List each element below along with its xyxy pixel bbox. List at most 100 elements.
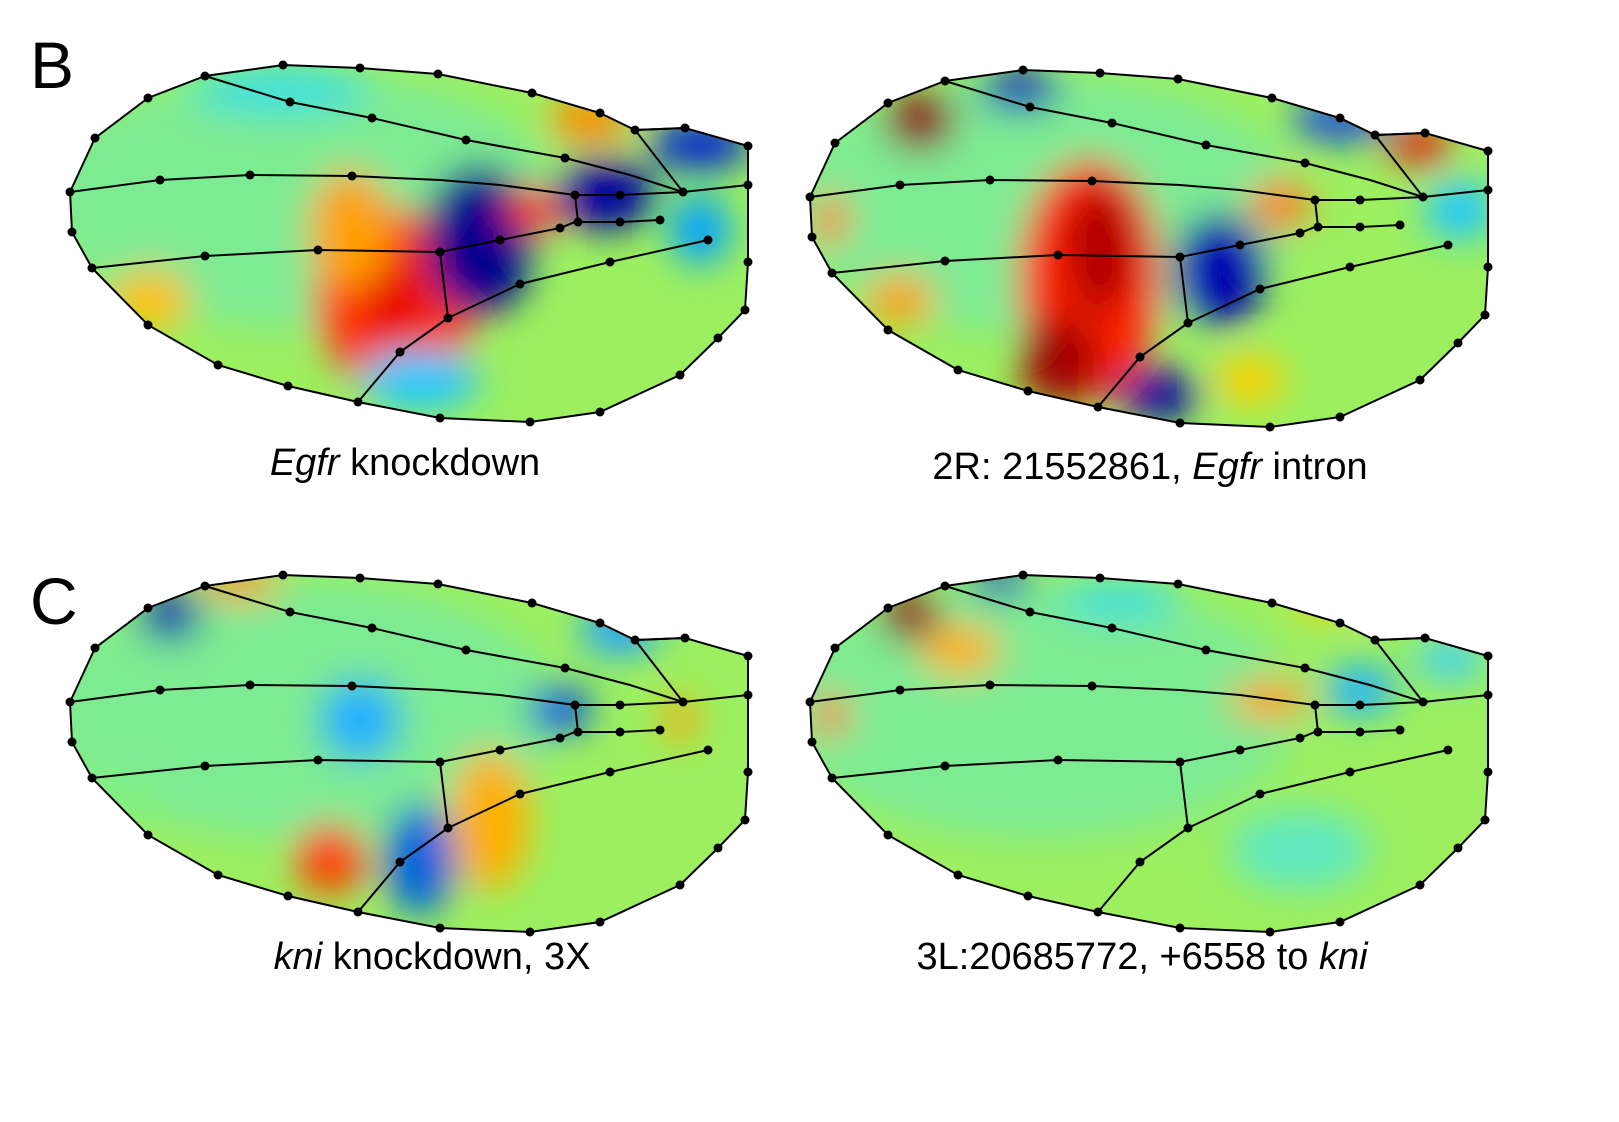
landmark-dot — [87, 773, 97, 783]
landmark-dot — [1335, 917, 1345, 927]
landmark-dot — [605, 767, 615, 777]
landmark-dot — [1053, 250, 1063, 260]
wing-vein — [1187, 749, 1449, 829]
landmark-dot — [433, 69, 443, 79]
landmark-dot — [985, 680, 995, 690]
landmark-dot — [200, 251, 210, 261]
heat-wash — [810, 580, 1300, 840]
landmark-dot — [87, 263, 97, 273]
landmark-dot — [278, 570, 288, 580]
landmark-dot — [1175, 252, 1185, 262]
landmark-dot — [155, 685, 165, 695]
landmark-dot — [200, 761, 210, 771]
landmark-dot — [570, 190, 580, 200]
landmark-dot — [495, 745, 505, 755]
caption-text: 3L:20685772, +6558 to — [916, 936, 1319, 978]
landmark-dot — [527, 88, 537, 98]
landmark-dot — [895, 685, 905, 695]
panel-letter-b: B — [30, 28, 75, 102]
heat-blob — [665, 695, 695, 745]
heat-blob — [360, 350, 480, 410]
landmark-dot — [313, 245, 323, 255]
heat-blob — [865, 275, 935, 325]
heat-blob — [1250, 180, 1310, 230]
landmark-dot — [940, 761, 950, 771]
landmark-dot — [827, 268, 837, 278]
landmark-dot — [1175, 757, 1185, 767]
landmark-dot — [740, 815, 750, 825]
heat-blob — [1230, 810, 1370, 890]
landmark-dot — [703, 235, 713, 245]
landmark-dot — [347, 681, 357, 691]
landmark-dot — [143, 830, 153, 840]
landmark-dot — [213, 360, 223, 370]
landmark-dot — [1095, 68, 1105, 78]
wing-vein — [447, 749, 709, 829]
landmark-dot — [595, 618, 605, 628]
landmark-dot — [1313, 222, 1323, 232]
landmark-dot — [743, 257, 753, 267]
landmark-dot — [443, 823, 453, 833]
wing-kni-locus — [805, 570, 1493, 937]
landmark-dot — [313, 755, 323, 765]
landmark-dot — [805, 192, 815, 202]
landmark-dot — [953, 365, 963, 375]
wing-vein — [69, 683, 684, 706]
landmark-dot — [1335, 412, 1345, 422]
wing-vein — [682, 184, 749, 193]
wing-egfr-knockdown — [65, 60, 753, 427]
landmark-dot — [807, 232, 817, 242]
landmark-dot — [655, 215, 665, 225]
heat-blob — [1065, 185, 1135, 315]
landmark-dot — [1355, 727, 1365, 737]
landmark-dot — [953, 870, 963, 880]
landmark-dot — [940, 256, 950, 266]
landmark-dot — [1295, 228, 1305, 238]
landmark-dot — [515, 789, 525, 799]
caption-kni-knockdown: kni knockdown, 3X — [274, 938, 591, 976]
landmark-dot — [1310, 195, 1320, 205]
landmark-dot — [1483, 262, 1493, 272]
landmark-dot — [1255, 789, 1265, 799]
landmark-dot — [830, 643, 840, 653]
heat-blob — [140, 590, 200, 640]
landmark-dot — [743, 690, 753, 700]
landmark-dot — [278, 60, 288, 70]
landmark-dot — [615, 190, 625, 200]
landmark-dot — [1420, 633, 1430, 643]
heat-blob — [650, 120, 748, 170]
landmark-dot — [1483, 690, 1493, 700]
heat-blob — [385, 805, 455, 915]
landmark-dot — [1355, 700, 1365, 710]
landmark-dot — [67, 227, 77, 237]
landmark-dot — [615, 700, 625, 710]
wing-vein — [357, 251, 450, 403]
landmark-dot — [525, 417, 535, 427]
landmark-dot — [143, 93, 153, 103]
landmark-dot — [940, 76, 950, 86]
landmark-dot — [1025, 607, 1035, 617]
landmark-dot — [1023, 386, 1033, 396]
landmark-dot — [630, 125, 640, 135]
heat-blob — [1215, 355, 1285, 405]
heat-blob — [812, 195, 848, 245]
landmark-dot — [570, 700, 580, 710]
landmark-dot — [1483, 651, 1493, 661]
heat-blob — [1120, 370, 1200, 420]
heat-blob — [880, 590, 940, 640]
landmark-dot — [1483, 185, 1493, 195]
heat-blob — [885, 90, 955, 150]
landmark-dot — [595, 407, 605, 417]
landmark-dot — [1300, 663, 1310, 673]
heat-blob — [1060, 580, 1180, 620]
landmark-dot — [560, 153, 570, 163]
landmark-dot — [443, 313, 453, 323]
landmark-dot — [883, 603, 893, 613]
landmark-dot — [1418, 192, 1428, 202]
heatmap-layer — [810, 70, 1488, 420]
heat-blob — [970, 575, 1030, 595]
landmark-dot — [67, 737, 77, 747]
landmark-dot — [595, 108, 605, 118]
landmark-dot — [1370, 635, 1380, 645]
wing-vein — [634, 127, 686, 131]
